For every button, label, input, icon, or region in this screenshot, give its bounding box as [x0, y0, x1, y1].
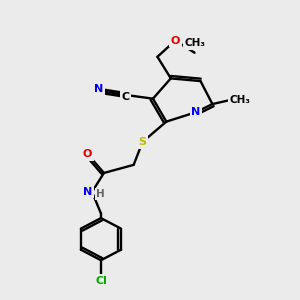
Text: N: N	[94, 84, 103, 94]
Text: Cl: Cl	[95, 275, 107, 286]
Text: N: N	[83, 187, 92, 197]
Text: H: H	[96, 189, 105, 199]
Text: C: C	[122, 92, 130, 102]
Text: CH₃: CH₃	[184, 38, 205, 48]
Text: O: O	[83, 149, 92, 159]
Text: O: O	[171, 36, 180, 46]
Text: N: N	[191, 107, 201, 117]
Text: S: S	[139, 137, 147, 147]
Text: CH₃: CH₃	[230, 95, 250, 105]
